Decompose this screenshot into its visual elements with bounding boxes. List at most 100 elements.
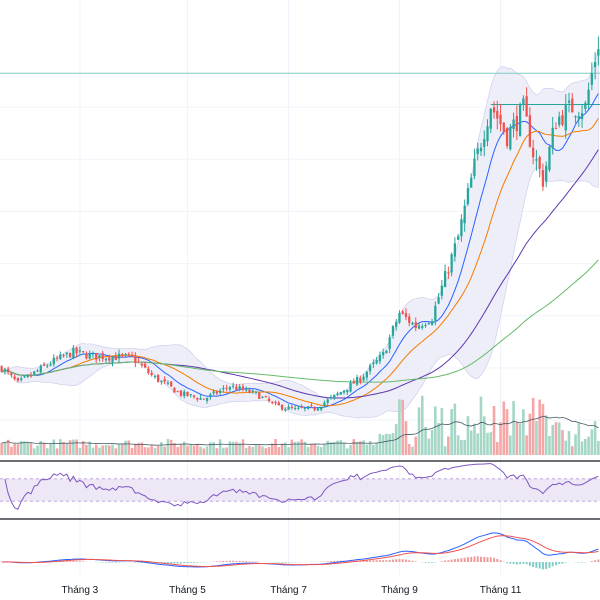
candle-body (235, 386, 238, 390)
candle-body (391, 326, 395, 336)
moving-average-line (1, 117, 599, 407)
candle-body (183, 391, 186, 397)
macd-histogram-bar (581, 562, 584, 563)
volume-bar (143, 447, 147, 455)
macd-histogram-bar (414, 561, 417, 562)
macd-histogram-bar (499, 560, 502, 562)
candle-body (580, 113, 584, 120)
volume-bar (482, 416, 486, 455)
macd-histogram-bar (453, 559, 456, 562)
macd-histogram-bar (493, 557, 495, 562)
candle-body (59, 354, 62, 359)
candle-body (137, 361, 140, 363)
volume-bar (463, 439, 466, 455)
candle-body (290, 406, 293, 408)
volume-bar (597, 440, 600, 455)
candle-body (342, 390, 346, 393)
volume-bar (173, 443, 176, 455)
volume-bar (59, 439, 62, 455)
candle-body (333, 394, 336, 398)
volume-bar (450, 409, 453, 455)
candle-body (173, 387, 176, 393)
volume-bar (528, 413, 532, 455)
candle-body (111, 356, 114, 363)
volume-bar (104, 444, 108, 455)
macd-histogram-bar (548, 562, 551, 568)
macd-histogram-bar (447, 560, 450, 562)
candle-body (447, 272, 450, 274)
macd-histogram-bar (114, 562, 117, 563)
volume-bar (551, 424, 555, 455)
candle-body (470, 177, 473, 188)
volume-bar (169, 439, 173, 455)
candle-body (323, 402, 326, 406)
macd-histogram-bar (245, 561, 248, 562)
candle-body (408, 316, 411, 323)
rsi-line (4, 463, 599, 510)
macd-histogram-bar (532, 562, 535, 568)
candle-body (42, 364, 46, 366)
volume-bar (479, 396, 483, 455)
volume-bar (277, 447, 281, 455)
macd-histogram-bar (222, 561, 225, 562)
volume-bar (163, 446, 166, 455)
macd-panel (1, 532, 600, 570)
candle-body (489, 108, 492, 129)
volume-bar (430, 430, 434, 455)
macd-histogram-bar (287, 562, 290, 563)
volume-bar (453, 403, 457, 455)
candle-body (88, 353, 91, 359)
volume-bar (222, 447, 225, 455)
candle-body (564, 104, 567, 131)
volume-bar (460, 439, 463, 455)
candle-body (310, 405, 313, 407)
candle-body (91, 352, 95, 355)
volume-bar (447, 436, 450, 455)
volume-bar (362, 440, 365, 455)
candle-body (26, 374, 29, 377)
macd-histogram-bar (463, 557, 466, 562)
candle-body (525, 96, 528, 117)
volume-bar (55, 448, 59, 455)
candle-body (486, 126, 489, 142)
volume-bar (570, 446, 574, 455)
macd-histogram-bar (281, 562, 284, 563)
candle-body (300, 406, 303, 408)
volume-bar (345, 448, 349, 455)
macd-histogram-bar (522, 562, 525, 564)
candle-body (258, 392, 261, 399)
volume-average-line (1, 415, 599, 446)
macd-histogram-bar (78, 561, 81, 562)
macd-histogram-bar (398, 559, 401, 562)
macd-histogram-bar (391, 559, 394, 562)
macd-histogram-bar (512, 562, 515, 564)
volume-bar (574, 434, 577, 455)
volume-bar (557, 422, 561, 455)
candle-body (245, 388, 248, 391)
candle-body (160, 380, 163, 383)
candle-body (16, 377, 20, 381)
candle-body (215, 391, 218, 394)
volume-bar (264, 448, 268, 455)
volume-bar (130, 447, 134, 455)
volume-bar (228, 441, 232, 455)
macd-histogram-bar (333, 560, 336, 562)
candle-body (349, 382, 352, 392)
volume-bar (303, 441, 307, 455)
volume-bar (593, 421, 597, 455)
volume-bar (120, 444, 124, 455)
candle-body (307, 406, 310, 409)
volume-bar (209, 442, 212, 455)
volume-bar (147, 447, 150, 455)
macd-histogram-bar (248, 561, 251, 562)
candle-body (179, 390, 183, 396)
candle-body (225, 387, 228, 389)
volume-bar (186, 445, 189, 455)
candle-body (509, 126, 512, 150)
macd-histogram-bar (189, 562, 192, 563)
volume-bar (290, 439, 294, 455)
macd-histogram-bar (365, 560, 368, 562)
candle-body (150, 373, 153, 376)
x-tick-label: Tháng 9 (381, 585, 418, 596)
